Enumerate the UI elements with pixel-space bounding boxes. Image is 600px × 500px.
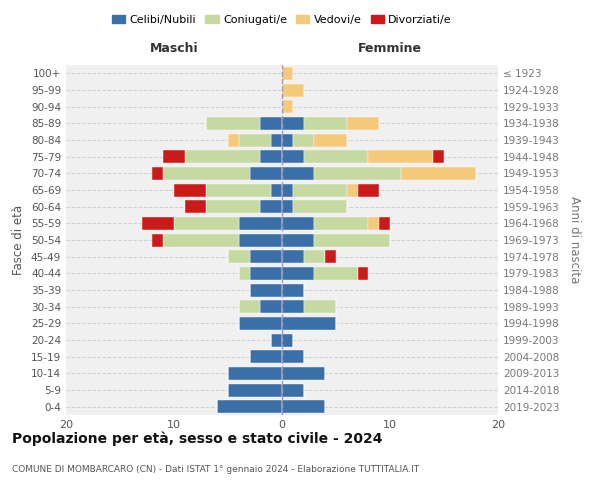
Bar: [228, 367, 282, 380]
Bar: [228, 250, 250, 263]
Bar: [206, 117, 260, 130]
Bar: [293, 200, 347, 213]
Bar: [314, 134, 347, 146]
Bar: [239, 300, 260, 313]
Bar: [239, 217, 282, 230]
Bar: [347, 184, 358, 196]
Bar: [239, 317, 282, 330]
Legend: Celibi/Nubili, Coniugati/e, Vedovi/e, Divorziati/e: Celibi/Nubili, Coniugati/e, Vedovi/e, Di…: [107, 10, 457, 29]
Bar: [282, 334, 293, 346]
Bar: [250, 284, 282, 296]
Bar: [358, 184, 379, 196]
Bar: [282, 267, 314, 280]
Bar: [282, 317, 336, 330]
Bar: [282, 184, 293, 196]
Text: Popolazione per età, sesso e stato civile - 2024: Popolazione per età, sesso e stato civil…: [12, 431, 383, 446]
Bar: [304, 300, 336, 313]
Bar: [368, 217, 379, 230]
Bar: [282, 234, 314, 246]
Bar: [314, 267, 358, 280]
Bar: [206, 200, 260, 213]
Bar: [260, 300, 282, 313]
Bar: [293, 184, 347, 196]
Bar: [239, 134, 271, 146]
Bar: [185, 200, 206, 213]
Bar: [401, 167, 476, 180]
Bar: [217, 400, 282, 413]
Bar: [250, 167, 282, 180]
Y-axis label: Fasce di età: Fasce di età: [13, 205, 25, 275]
Bar: [163, 234, 239, 246]
Y-axis label: Anni di nascita: Anni di nascita: [568, 196, 581, 284]
Bar: [282, 200, 293, 213]
Bar: [282, 84, 304, 96]
Bar: [206, 184, 271, 196]
Bar: [239, 234, 282, 246]
Bar: [358, 267, 368, 280]
Bar: [282, 300, 304, 313]
Bar: [260, 150, 282, 163]
Bar: [282, 217, 314, 230]
Bar: [314, 167, 401, 180]
Bar: [250, 267, 282, 280]
Bar: [282, 400, 325, 413]
Bar: [142, 217, 174, 230]
Bar: [325, 250, 336, 263]
Bar: [379, 217, 390, 230]
Bar: [282, 350, 304, 363]
Bar: [293, 134, 314, 146]
Bar: [271, 134, 282, 146]
Bar: [271, 184, 282, 196]
Bar: [314, 234, 390, 246]
Bar: [239, 267, 250, 280]
Bar: [433, 150, 444, 163]
Bar: [260, 117, 282, 130]
Text: COMUNE DI MOMBARCARO (CN) - Dati ISTAT 1° gennaio 2024 - Elaborazione TUTTITALIA: COMUNE DI MOMBARCARO (CN) - Dati ISTAT 1…: [12, 466, 419, 474]
Bar: [152, 167, 163, 180]
Bar: [250, 250, 282, 263]
Text: Femmine: Femmine: [358, 42, 422, 55]
Bar: [282, 167, 314, 180]
Bar: [250, 350, 282, 363]
Bar: [304, 250, 325, 263]
Bar: [314, 217, 368, 230]
Bar: [282, 67, 293, 80]
Bar: [271, 334, 282, 346]
Bar: [152, 234, 163, 246]
Bar: [228, 134, 239, 146]
Bar: [368, 150, 433, 163]
Bar: [163, 150, 185, 163]
Text: Maschi: Maschi: [149, 42, 199, 55]
Bar: [174, 184, 206, 196]
Bar: [282, 100, 293, 113]
Bar: [260, 200, 282, 213]
Bar: [282, 384, 304, 396]
Bar: [282, 284, 304, 296]
Bar: [174, 217, 239, 230]
Bar: [228, 384, 282, 396]
Bar: [282, 117, 304, 130]
Bar: [185, 150, 260, 163]
Bar: [282, 150, 304, 163]
Bar: [282, 134, 293, 146]
Bar: [304, 117, 347, 130]
Bar: [282, 250, 304, 263]
Bar: [347, 117, 379, 130]
Bar: [282, 367, 325, 380]
Bar: [304, 150, 368, 163]
Bar: [163, 167, 250, 180]
